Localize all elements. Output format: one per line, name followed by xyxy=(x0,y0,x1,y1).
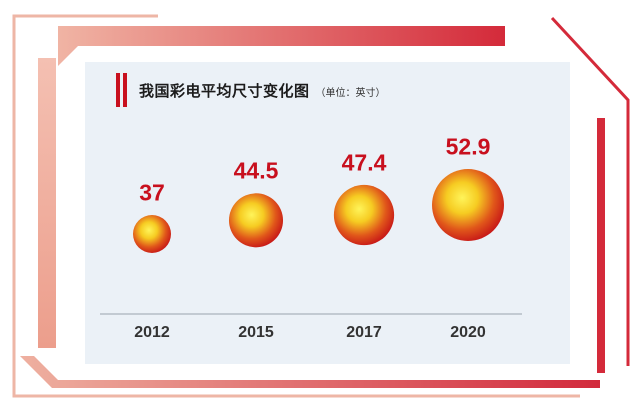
chart-header: 我国彩电平均尺寸变化图 （单位：英寸） xyxy=(116,72,386,108)
frame-left-band xyxy=(38,58,56,348)
data-bubble xyxy=(333,184,395,246)
category-label: 2017 xyxy=(346,324,382,341)
category-label: 2015 xyxy=(238,324,274,341)
frame-right-bar xyxy=(597,118,605,373)
title-accent-bar xyxy=(116,73,120,107)
value-label: 44.5 xyxy=(233,157,279,184)
frame-top-band xyxy=(58,26,505,66)
chart-title: 我国彩电平均尺寸变化图 xyxy=(139,82,310,100)
data-bubble xyxy=(133,215,171,253)
value-label: 47.4 xyxy=(341,149,387,176)
frame-bottom-band xyxy=(20,356,600,388)
chart-unit: （单位：英寸） xyxy=(315,88,386,99)
data-bubble xyxy=(432,169,504,241)
title-accent-bar xyxy=(123,73,127,107)
frame-outer-top-line xyxy=(12,14,580,398)
value-label: 37 xyxy=(139,179,165,206)
frame-outer-right-line xyxy=(550,16,630,366)
title-accent-bars xyxy=(116,73,127,107)
category-label: 2012 xyxy=(134,324,170,341)
category-label: 2020 xyxy=(450,324,486,341)
data-bubble xyxy=(228,193,284,248)
value-label: 52.9 xyxy=(445,133,491,160)
